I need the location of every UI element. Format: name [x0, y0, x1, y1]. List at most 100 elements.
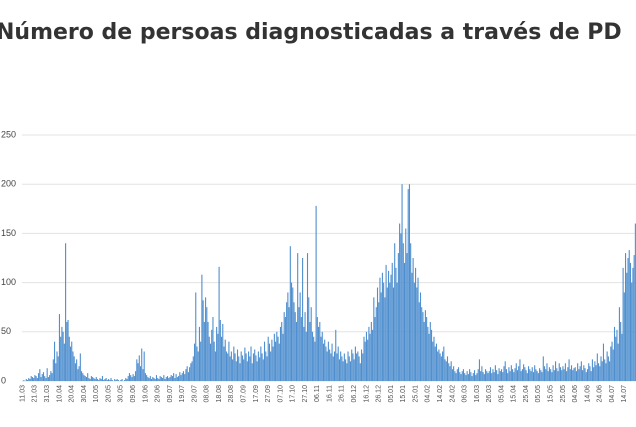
bar: [399, 223, 401, 381]
bar: [570, 365, 573, 381]
bar: [138, 355, 140, 381]
x-tick-label: 24.02: [449, 385, 456, 403]
bar: [593, 367, 595, 381]
bar: [508, 367, 510, 381]
bar: [79, 353, 81, 381]
bar: [136, 359, 138, 381]
bar: [176, 377, 178, 381]
bar: [496, 370, 498, 381]
bar: [498, 368, 500, 381]
bar: [621, 333, 623, 381]
bar: [68, 336, 70, 381]
bar: [550, 369, 552, 381]
x-tick-label: 17.09: [253, 385, 260, 403]
bar: [273, 333, 275, 381]
bar: [443, 346, 445, 381]
bar: [219, 319, 221, 381]
bar: [591, 359, 593, 381]
x-tick-label: 27.09: [265, 385, 272, 403]
bar: [275, 341, 277, 381]
bar: [618, 307, 620, 381]
bar: [583, 365, 585, 381]
bar: [211, 329, 213, 381]
bar: [458, 367, 460, 381]
bar: [218, 266, 220, 381]
bar: [439, 353, 441, 381]
bar: [445, 361, 447, 381]
x-tick-label: 14.06: [584, 385, 591, 403]
bar: [166, 376, 169, 381]
bar: [272, 346, 274, 381]
bar: [546, 363, 548, 381]
bar: [513, 372, 515, 381]
bar: [187, 372, 189, 381]
bar: [154, 379, 156, 381]
bar: [131, 377, 133, 381]
bar: [602, 343, 605, 381]
bar: [310, 307, 312, 381]
bar: [244, 347, 246, 381]
bar: [503, 366, 505, 381]
bar: [362, 353, 364, 381]
bar: [251, 363, 253, 381]
bar: [245, 353, 247, 381]
bar: [141, 348, 143, 381]
x-tick-label: 31.03: [44, 385, 51, 403]
bar: [584, 368, 586, 381]
bar: [151, 379, 153, 381]
bar: [541, 372, 543, 381]
bar: [499, 371, 501, 381]
bar: [429, 321, 431, 381]
chart-title: Número de persoas diagnosticadas a travé…: [0, 20, 622, 45]
bar: [519, 359, 521, 381]
bar: [76, 359, 78, 381]
bar: [512, 369, 514, 381]
bar: [572, 370, 574, 381]
bar: [421, 307, 423, 381]
x-tick-label: 05.05: [535, 385, 542, 403]
bar: [597, 363, 600, 381]
bar: [38, 373, 40, 381]
bar: [556, 368, 558, 381]
bar: [461, 371, 463, 381]
bar: [95, 377, 97, 381]
bar: [471, 376, 473, 381]
bar: [626, 272, 628, 381]
bar: [351, 349, 353, 381]
bar: [83, 375, 85, 381]
x-tick-label: 17.10: [290, 385, 297, 403]
x-tick-label: 16.03: [474, 385, 481, 403]
bar: [319, 321, 321, 381]
bar: [324, 339, 326, 381]
bar: [472, 373, 474, 381]
bar: [49, 375, 51, 381]
bar: [504, 361, 506, 381]
bar: [333, 351, 336, 381]
bar: [376, 287, 379, 381]
bar: [99, 378, 101, 381]
bar: [216, 326, 218, 381]
bar: [209, 343, 212, 381]
bar: [559, 367, 562, 381]
bar: [422, 312, 424, 381]
bar: [411, 272, 413, 381]
bar: [271, 339, 273, 381]
bar: [370, 321, 372, 381]
x-tick-label: 27.10: [302, 385, 309, 403]
bar: [192, 356, 194, 381]
bar: [224, 339, 226, 381]
bar: [540, 370, 542, 381]
bar: [173, 373, 175, 381]
bar: [277, 336, 279, 381]
bar: [622, 267, 624, 381]
bar: [93, 378, 95, 381]
bar: [276, 331, 278, 381]
bar: [179, 372, 181, 381]
bar: [87, 373, 89, 381]
x-tick-label: 26.12: [376, 385, 383, 403]
bar: [440, 356, 442, 381]
bar: [480, 371, 482, 381]
bar: [509, 371, 511, 381]
bar: [170, 375, 172, 381]
bar: [155, 375, 158, 381]
